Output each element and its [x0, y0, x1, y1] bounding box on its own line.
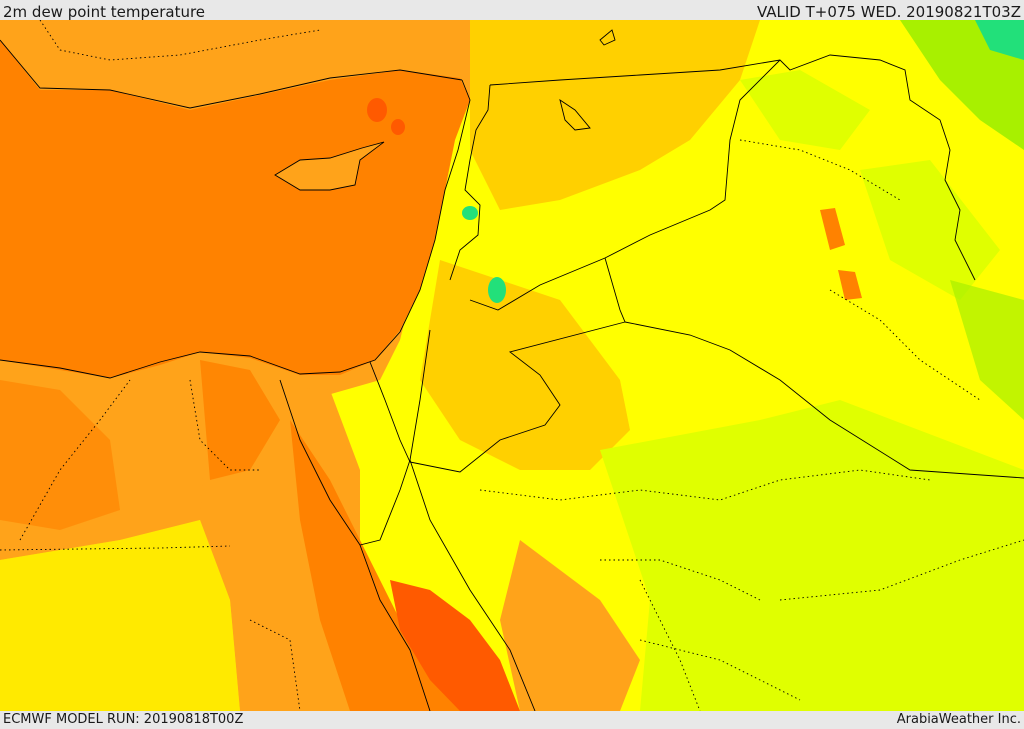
map-canvas — [0, 20, 1024, 711]
coastlines — [0, 29, 616, 711]
header-bar: 2m dew point temperature VALID T+075 WED… — [0, 0, 1024, 21]
weather-map[interactable] — [0, 20, 1024, 711]
field-very-dry-zones — [900, 20, 1024, 420]
field-moderate-zones — [0, 20, 760, 711]
red-sea-core — [390, 580, 520, 711]
credit-text: ArabiaWeather Inc. — [896, 712, 1021, 727]
valid-time: VALID T+075 WED. 20190821T03Z — [756, 3, 1021, 21]
field-dry-zones — [600, 70, 1024, 711]
field-humid-zones — [0, 40, 862, 711]
field-very-humid-zones — [367, 98, 520, 711]
field-driest-spots — [462, 20, 1024, 303]
model-run: ECMWF MODEL RUN: 20190818T00Z — [3, 712, 244, 727]
cyprus-island — [274, 141, 385, 191]
mediterranean-sea — [0, 40, 470, 378]
country-borders — [369, 54, 1024, 479]
admin-boundaries — [0, 20, 1024, 711]
footer-bar: ECMWF MODEL RUN: 20190818T00Z ArabiaWeat… — [0, 711, 1024, 729]
map-title: 2m dew point temperature — [3, 3, 206, 21]
